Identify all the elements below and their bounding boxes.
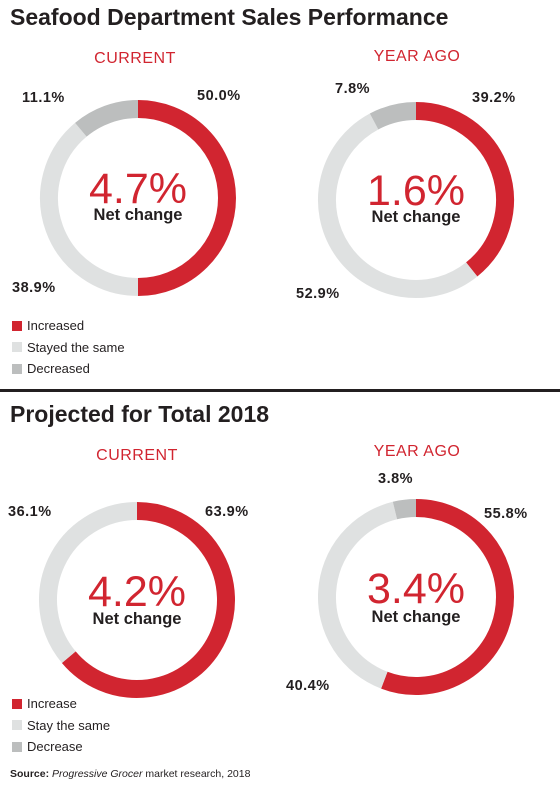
slice-label-increase: 55.8% (484, 506, 528, 522)
donut-slice-decreased (392, 498, 417, 520)
slice-label-decreased: 11.1% (22, 90, 65, 106)
slice-label-decreased: 7.8% (335, 81, 371, 97)
legend-label: Stay the same (27, 717, 111, 733)
legend-label: Increased (27, 318, 85, 334)
net-change-value: 3.4% (366, 565, 465, 613)
legend-label: Stayed the same (27, 339, 125, 355)
donut-chart-seafood-current (40, 100, 236, 296)
donut-chart-seafood-year-ago (318, 102, 514, 298)
legend-swatch-red (12, 698, 22, 709)
source-note: Source: Progressive Grocer market resear… (10, 768, 250, 780)
legend-projected-2018: Increase Stay the same Decrease (12, 693, 110, 758)
net-change-label: Net change (371, 208, 461, 226)
net-change-label: Net change (92, 610, 182, 628)
legend-sales-performance: Increased Stayed the same Decreased (12, 315, 125, 380)
legend-item-increased: Increased (12, 315, 125, 337)
slice-label-stayed-same: 52.9% (296, 286, 340, 302)
slice-label-stay-same: 40.4% (286, 678, 330, 694)
legend-swatch-gray (12, 363, 22, 374)
slice-label-increased: 50.0% (197, 88, 241, 104)
legend-swatch-gray (12, 741, 22, 752)
section-divider (0, 389, 560, 392)
net-change-value: 4.7% (88, 165, 187, 213)
net-change-value: 1.6% (366, 167, 465, 215)
section-title-sales-performance: Seafood Department Sales Performance (10, 4, 449, 30)
donut-slice-stayed-same (40, 122, 139, 296)
source-publication: Progressive Grocer (52, 768, 143, 780)
slice-label-stay-same: 36.1% (8, 504, 52, 520)
slice-label-stayed-same: 38.9% (12, 280, 56, 296)
donut-slice-increased (381, 499, 514, 695)
net-change-value: 4.2% (87, 568, 186, 616)
donut-slice-decreased (75, 100, 139, 137)
legend-swatch-red (12, 320, 22, 331)
source-label: Source: (10, 768, 50, 780)
chart-subtitle-year-ago: YEAR AGO (373, 48, 461, 65)
slice-label-decrease: 3.8% (378, 471, 414, 487)
legend-item-increase: Increase (12, 693, 110, 715)
legend-swatch-light-gray (12, 342, 22, 353)
net-change-label: Net change (371, 608, 461, 626)
chart-subtitle-current: CURRENT (96, 447, 178, 464)
net-change-label: Net change (93, 206, 183, 224)
section-title-projected-2018: Projected for Total 2018 (10, 401, 270, 427)
legend-label: Decreased (27, 361, 90, 377)
donut-slice-stayed-same (318, 113, 478, 298)
legend-item-stay-same: Stay the same (12, 715, 110, 737)
slice-label-increased: 39.2% (472, 90, 516, 106)
legend-item-stayed-same: Stayed the same (12, 337, 125, 359)
donut-chart-projected-current (39, 502, 235, 698)
donut-slice-increased (61, 502, 235, 698)
donut-chart-projected-year-ago (318, 498, 514, 695)
donut-slice-decreased (369, 102, 417, 130)
donut-slice-increased (137, 100, 236, 296)
chart-subtitle-year-ago: YEAR AGO (373, 443, 461, 460)
legend-label: Increase (27, 696, 77, 712)
legend-swatch-light-gray (12, 720, 22, 731)
source-rest: market research, 2018 (142, 768, 251, 780)
donut-slice-stayed-same (39, 502, 138, 663)
legend-label: Decrease (27, 739, 83, 755)
legend-item-decrease: Decrease (12, 736, 110, 758)
chart-subtitle-current: CURRENT (94, 50, 176, 67)
slice-label-increase: 63.9% (205, 504, 249, 520)
legend-item-decreased: Decreased (12, 358, 125, 380)
donut-slice-increased (415, 102, 514, 277)
donut-slice-stayed-same (318, 501, 398, 689)
